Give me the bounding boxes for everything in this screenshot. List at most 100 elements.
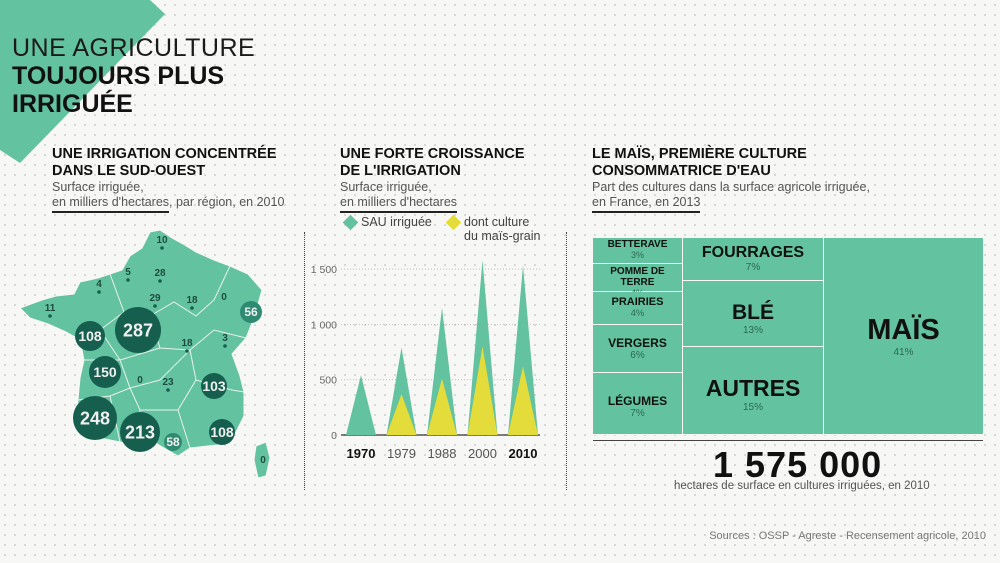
map-title-l2: DANS LE SUD-OUEST bbox=[52, 163, 206, 179]
tile-mais: MAÏS 41% bbox=[824, 238, 983, 435]
region-value-label: 58 bbox=[166, 435, 180, 449]
map-bubbles: 10 5 28 4 29 18 0 11 108 287 56 18 3 150 0 23 103 248 213 5… bbox=[45, 235, 267, 466]
region-bubble bbox=[115, 307, 161, 353]
separator-2 bbox=[566, 232, 567, 490]
region-dot bbox=[166, 388, 170, 392]
corsica-shape bbox=[253, 441, 271, 479]
legend-mais-swatch bbox=[445, 214, 462, 231]
region-value-label: 0 bbox=[137, 375, 143, 386]
region-bubble bbox=[89, 356, 121, 388]
tile-pomme-de-terre: POMME DE TERRE 4% bbox=[593, 264, 683, 298]
growth-sub-l1: Surface irriguée, bbox=[340, 180, 432, 194]
treemap-title-l1: LE MAÏS, PREMIÈRE CULTURE bbox=[592, 146, 807, 162]
region-value-label: 5 bbox=[125, 267, 131, 278]
region-value-label: 150 bbox=[93, 364, 117, 380]
region-bubble bbox=[201, 373, 227, 399]
page-title-line2: TOUJOURS PLUS bbox=[12, 62, 225, 90]
tile-ble: BLÉ 13% bbox=[683, 281, 824, 347]
region-value-label: 56 bbox=[244, 305, 258, 319]
region-bubble bbox=[120, 412, 160, 452]
tile-autres: AUTRES 15% bbox=[683, 347, 824, 435]
growth-section-header: UNE FORTE CROISSANCE DE L'IRRIGATION Sur… bbox=[340, 146, 525, 213]
legend-mais-label: dont culture du maïs-grain bbox=[464, 215, 540, 243]
region-value-label: 11 bbox=[45, 303, 56, 314]
treemap: BETTERAVE 3% POMME DE TERRE 4% PRAIRIES … bbox=[593, 238, 983, 435]
region-value-label: 108 bbox=[210, 424, 234, 440]
x-tick-label-2000: 2000 bbox=[468, 446, 497, 461]
region-value-label: 23 bbox=[162, 377, 174, 388]
y-tick-label: 1 500 bbox=[311, 264, 337, 276]
region-bubble bbox=[73, 396, 117, 440]
region-dot bbox=[158, 279, 162, 283]
sau-area-1988 bbox=[427, 307, 457, 435]
region-dot bbox=[160, 246, 164, 250]
region-value-label: 0 bbox=[221, 292, 227, 303]
region-bubble bbox=[75, 321, 105, 351]
mais-area-2010 bbox=[508, 366, 538, 435]
growth-title-l2: DE L'IRRIGATION bbox=[340, 163, 461, 179]
region-value-label: 213 bbox=[125, 422, 155, 442]
region-value-label: 103 bbox=[202, 378, 226, 394]
region-dot bbox=[126, 278, 130, 282]
total-value: 1 575 000 bbox=[713, 444, 883, 485]
x-tick-label-1988: 1988 bbox=[428, 446, 457, 461]
mais-area-1988 bbox=[427, 378, 457, 435]
tile-fourrages: FOURRAGES 7% bbox=[683, 238, 824, 281]
region-bubble bbox=[164, 433, 182, 451]
total-rule bbox=[593, 440, 983, 441]
treemap-section-header: LE MAÏS, PREMIÈRE CULTURE CONSOMMATRICE … bbox=[592, 146, 870, 213]
region-value-label: 18 bbox=[181, 338, 193, 349]
legend-sau-label: SAU irriguée bbox=[361, 215, 432, 229]
corner-triangle bbox=[0, 0, 165, 163]
treemap-title-l2: CONSOMMATRICE D'EAU bbox=[592, 163, 771, 179]
region-dot bbox=[190, 306, 194, 310]
sau-area-2010 bbox=[508, 265, 538, 435]
france-map: 10 5 28 4 29 18 0 11 108 287 56 18 3 150 0 23 103 248 213 5… bbox=[19, 229, 271, 479]
legend-mais-l1: dont culture bbox=[464, 215, 530, 229]
sau-area-1970 bbox=[346, 375, 376, 435]
region-value-label: 287 bbox=[123, 320, 153, 340]
y-tick-label: 0 bbox=[331, 430, 337, 442]
region-value-label: 29 bbox=[149, 293, 161, 304]
tile-prairies: PRAIRIES 4% bbox=[593, 292, 683, 325]
treemap-sub-l1: Part des cultures dans la surface agrico… bbox=[592, 180, 870, 194]
region-value-label: 3 bbox=[222, 333, 228, 344]
region-dot bbox=[97, 290, 101, 294]
growth-sub-l2: en milliers d'hectares bbox=[340, 195, 458, 213]
mais-area-2000 bbox=[467, 346, 498, 435]
map-title-l1: UNE IRRIGATION CONCENTRÉE bbox=[52, 146, 277, 162]
treemap-sub-l2: en France, en 2013 bbox=[592, 195, 701, 213]
total-caption: hectares de surface en cultures irriguée… bbox=[674, 480, 930, 492]
region-value-label: 18 bbox=[186, 295, 198, 306]
region-dot bbox=[48, 314, 52, 318]
legend-mais-l2: du maïs-grain bbox=[464, 229, 541, 243]
region-dot bbox=[153, 304, 157, 308]
growth-title-l1: UNE FORTE CROISSANCE bbox=[340, 146, 525, 162]
page-title-line1: UNE AGRICULTURE bbox=[12, 34, 256, 62]
sau-area-1979 bbox=[386, 347, 417, 435]
tile-legumes: LÉGUMES 7% bbox=[593, 373, 683, 435]
x-tick-label-1970: 1970 bbox=[347, 446, 376, 461]
y-tick-label: 1 000 bbox=[311, 319, 337, 331]
tile-vergers: VERGERS 6% bbox=[593, 325, 683, 373]
region-dot bbox=[185, 349, 189, 353]
map-sub-l2: en milliers d'hectares, par région, en 2… bbox=[52, 195, 284, 213]
region-value-label: 248 bbox=[80, 408, 110, 428]
x-tick-label-1979: 1979 bbox=[387, 446, 416, 461]
legend-sau-swatch bbox=[342, 214, 359, 231]
region-value-label: 10 bbox=[156, 235, 168, 246]
area-chart: 0 500 1 000 1 500 1970 1979 1988 2000 2010 bbox=[311, 260, 540, 461]
tile-betterave: BETTERAVE 3% bbox=[593, 238, 683, 264]
page-title-line3: IRRIGUÉE bbox=[12, 90, 133, 118]
map-sub-unit: en milliers d'hectares bbox=[52, 195, 170, 213]
x-tick-label-2010: 2010 bbox=[509, 446, 538, 461]
region-value-label: 4 bbox=[96, 279, 102, 290]
separator-1 bbox=[304, 232, 305, 490]
mais-area-1979 bbox=[386, 394, 417, 435]
y-tick-label: 500 bbox=[319, 375, 337, 387]
region-bubble bbox=[209, 419, 235, 445]
map-section-header: UNE IRRIGATION CONCENTRÉE DANS LE SUD-OU… bbox=[52, 146, 284, 213]
region-value-label: 108 bbox=[78, 328, 102, 344]
region-bubble bbox=[240, 301, 262, 323]
map-sub-l1: Surface irriguée, bbox=[52, 180, 144, 194]
